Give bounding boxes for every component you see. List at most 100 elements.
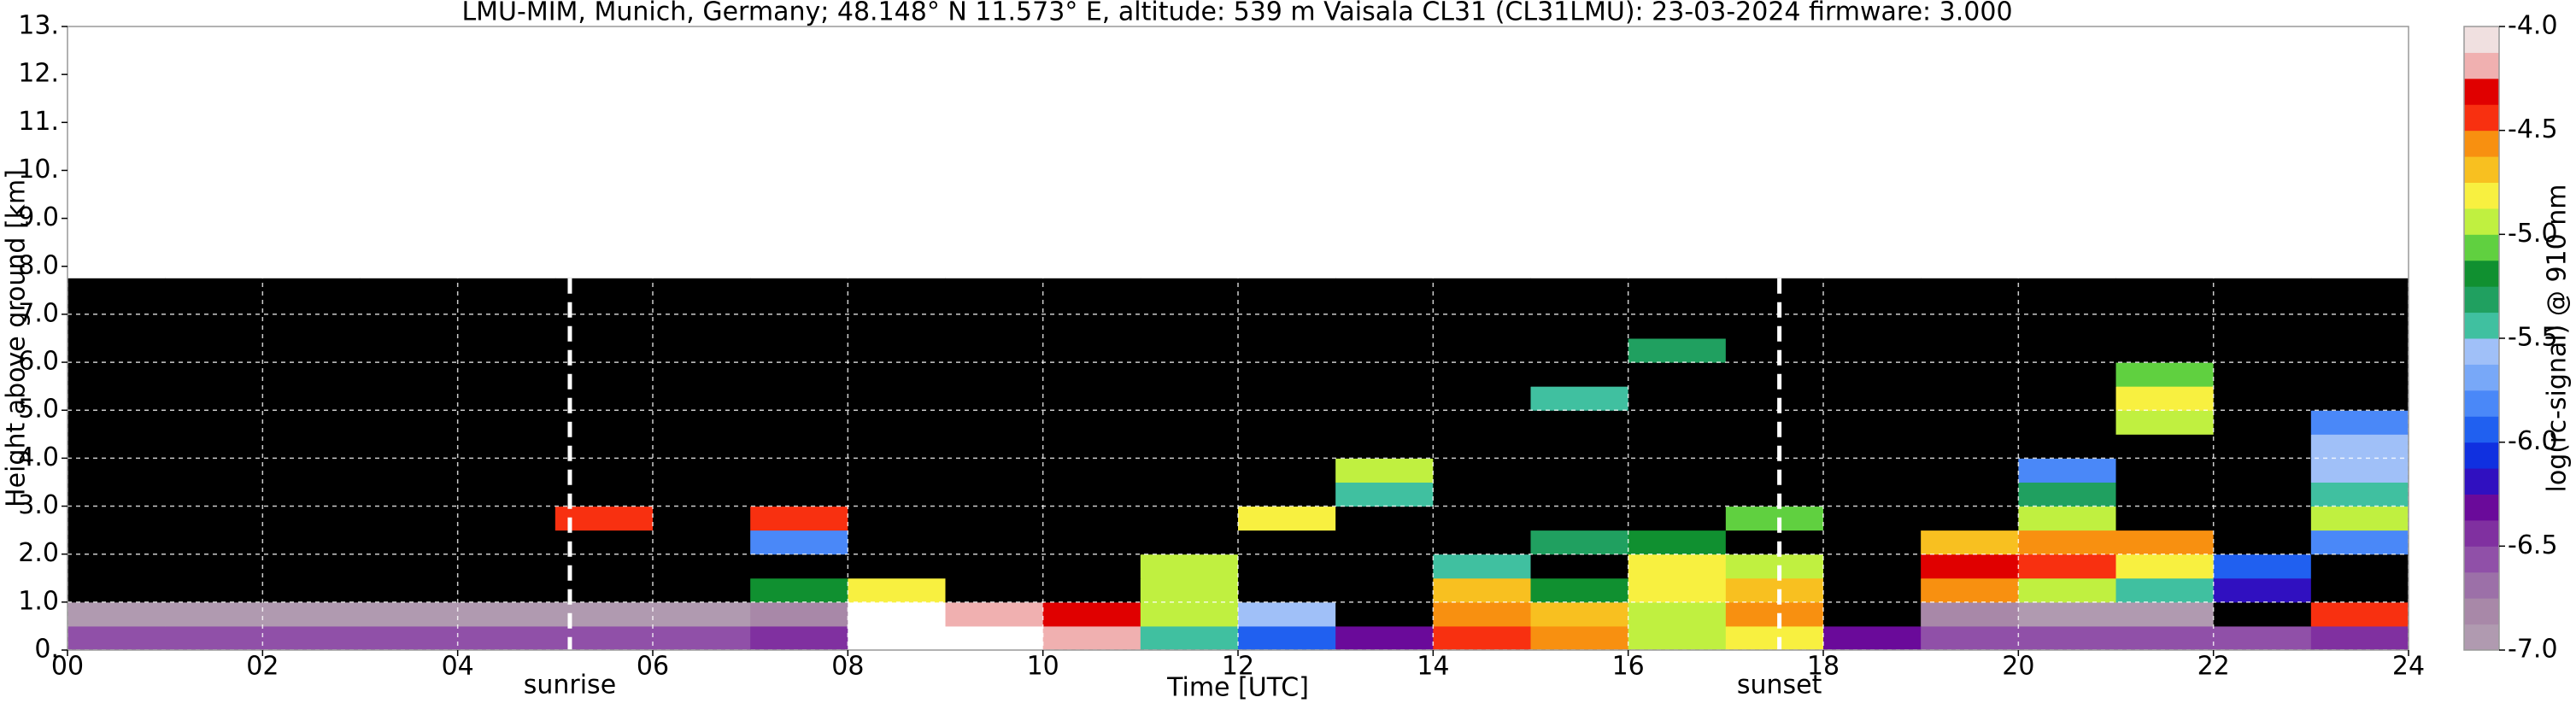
heatmap-cell <box>1823 530 1922 555</box>
heatmap-cell <box>750 577 848 603</box>
heatmap-cell <box>1530 506 1629 531</box>
heatmap-cell <box>750 530 848 555</box>
heatmap-cell <box>848 434 946 459</box>
heatmap-cell <box>1823 554 1922 579</box>
heatmap-cell <box>262 506 361 531</box>
heatmap-cell <box>2018 506 2116 531</box>
heatmap-cell <box>67 313 166 339</box>
heatmap-cell <box>1042 554 1141 579</box>
heatmap-cell <box>360 506 459 531</box>
y-tick-label: 6.0 <box>18 347 59 377</box>
heatmap-cell <box>1140 506 1239 531</box>
heatmap-cell <box>2018 290 2116 315</box>
heatmap-cell <box>2310 410 2409 435</box>
y-axis-label: Height above ground [km] <box>2 169 32 507</box>
heatmap-cell <box>945 554 1044 579</box>
heatmap-cell <box>1433 434 1531 459</box>
heatmap-cell <box>1433 554 1531 579</box>
heatmap-cell <box>67 530 166 555</box>
heatmap-cell <box>945 278 1044 291</box>
x-tick-label: 24 <box>2392 652 2425 682</box>
heatmap-cell <box>1140 313 1239 339</box>
heatmap-cell <box>1725 530 1824 555</box>
heatmap-cell <box>2213 601 2312 627</box>
colorbar-swatch <box>2464 494 2499 521</box>
heatmap-cell <box>262 577 361 603</box>
heatmap-cell <box>1823 434 1922 459</box>
heatmap-cell <box>262 362 361 387</box>
y-tick-label: 4.0 <box>18 442 59 472</box>
heatmap-cell <box>1725 458 1824 483</box>
heatmap-cell <box>1335 290 1434 315</box>
heatmap-cell <box>1628 506 1727 531</box>
colorbar-swatch <box>2464 416 2499 443</box>
heatmap-cell <box>1042 362 1141 387</box>
colorbar-swatch <box>2464 364 2499 391</box>
heatmap-cell <box>1140 458 1239 483</box>
heatmap-cell <box>360 290 459 315</box>
heatmap-cell <box>1725 577 1824 603</box>
heatmap-cell <box>945 577 1044 603</box>
heatmap-cell <box>165 410 263 435</box>
heatmap-cell <box>653 386 751 411</box>
heatmap-cell <box>2018 386 2116 411</box>
heatmap-cell <box>2213 290 2312 315</box>
heatmap-cell <box>2213 482 2312 507</box>
heatmap-cell <box>1042 434 1141 459</box>
heatmap-cell <box>262 290 361 315</box>
heatmap-cell <box>2115 530 2215 555</box>
heatmap-cell <box>67 506 166 531</box>
heatmap-cell <box>457 386 556 411</box>
heatmap-cell <box>2310 386 2409 411</box>
heatmap-cell <box>1628 482 1727 507</box>
heatmap-cell <box>1140 554 1239 579</box>
heatmap-cell <box>1140 290 1239 315</box>
heatmap-cell <box>2213 386 2312 411</box>
colorbar-tick-label: -6.5 <box>2508 530 2558 560</box>
heatmap-cell <box>1628 625 1727 651</box>
heatmap-cell <box>262 434 361 459</box>
heatmap-cell <box>2115 554 2215 579</box>
heatmap-cell <box>2213 530 2312 555</box>
heatmap-cell <box>1335 601 1434 627</box>
heatmap-cell <box>1725 278 1824 291</box>
y-tick-label: 13. <box>18 11 59 41</box>
heatmap-cell <box>1823 482 1922 507</box>
heatmap-cell <box>165 530 263 555</box>
chart-title: LMU-MIM, Munich, Germany; 48.148° N 11.5… <box>461 0 2012 27</box>
heatmap-cell <box>945 434 1044 459</box>
heatmap-cell <box>1335 313 1434 339</box>
heatmap-cell <box>2310 530 2409 555</box>
heatmap-cell <box>67 554 166 579</box>
heatmap-cell <box>67 338 166 363</box>
heatmap-cell <box>165 278 263 291</box>
colorbar-swatch <box>2464 234 2499 261</box>
heatmap-cell <box>2310 434 2409 459</box>
heatmap-cell <box>2213 458 2312 483</box>
x-tick-label: 10 <box>1027 652 1059 682</box>
heatmap-cell <box>1628 278 1727 291</box>
x-tick-label: 16 <box>1612 652 1645 682</box>
heatmap-cell <box>262 410 361 435</box>
y-tick-label: 9.0 <box>18 202 59 232</box>
heatmap-cell <box>262 386 361 411</box>
heatmap-cell <box>2213 278 2312 291</box>
heatmap-cell <box>1921 506 2019 531</box>
heatmap-cell <box>1238 577 1336 603</box>
heatmap-cell <box>1140 482 1239 507</box>
heatmap-cell <box>262 625 361 651</box>
heatmap-cell <box>360 625 459 651</box>
heatmap-cell <box>2115 625 2215 651</box>
heatmap-cell <box>1725 290 1824 315</box>
heatmap-cell <box>750 410 848 435</box>
colorbar-swatch <box>2464 156 2499 183</box>
y-tick-label: 8.0 <box>18 250 59 280</box>
heatmap-cell <box>360 577 459 603</box>
heatmap-cell <box>750 482 848 507</box>
heatmap-cell <box>262 313 361 339</box>
heatmap-cell <box>67 386 166 411</box>
heatmap-cell <box>2018 625 2116 651</box>
colorbar-swatch <box>2464 442 2499 469</box>
heatmap-cell <box>2310 482 2409 507</box>
colorbar-tick-label: -7.0 <box>2508 635 2558 665</box>
